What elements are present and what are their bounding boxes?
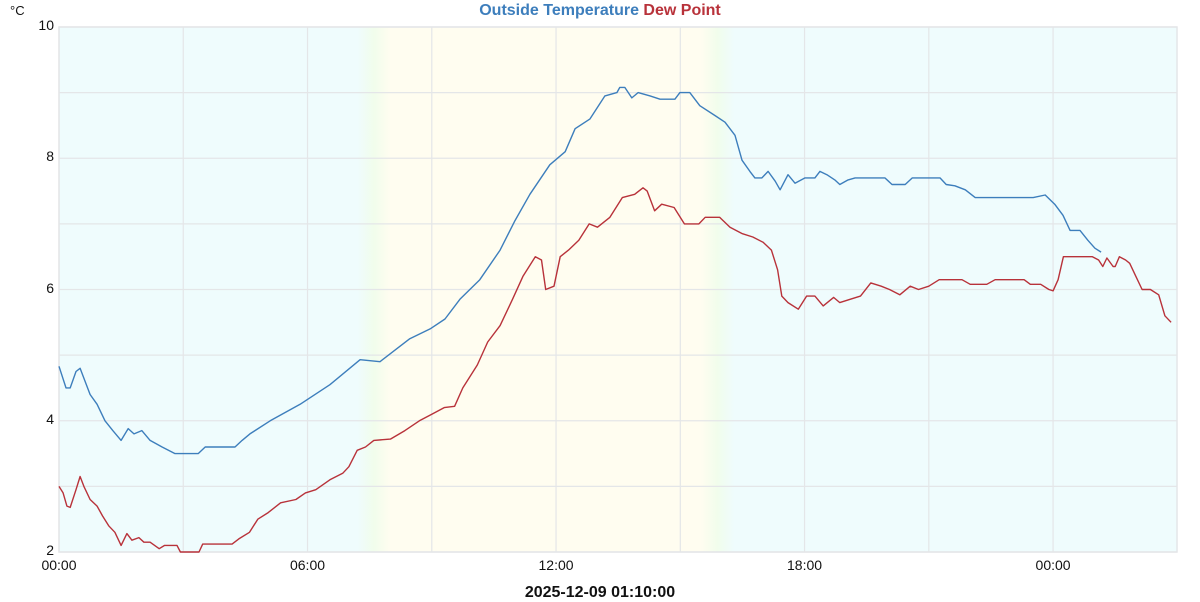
x-tick-label: 06:00	[289, 557, 326, 573]
series-line-dew-point	[58, 187, 1172, 553]
y-axis-unit: °C	[10, 3, 25, 18]
y-tick-label: 4	[46, 410, 54, 427]
y-tick-label: 10	[38, 17, 54, 33]
chart-title-legend: Outside Temperature Dew Point	[0, 2, 1200, 20]
x-tick-label: 18:00	[787, 557, 823, 573]
legend-dew-point[interactable]: Dew Point	[643, 2, 721, 19]
y-tick-label: 6	[46, 279, 54, 296]
series-line-outside-temperature	[58, 86, 1102, 455]
legend-outside-temperature[interactable]: Outside Temperature	[479, 2, 639, 19]
x-axis-timestamp: 2025-12-09 01:10:00	[524, 584, 676, 601]
x-tick-label: 00:00	[1035, 557, 1071, 573]
y-tick-label: 8	[46, 148, 54, 165]
y-tick-label: 2	[46, 542, 54, 558]
x-tick-label: 12:00	[538, 557, 574, 573]
x-tick-label: 00:00	[41, 557, 77, 573]
